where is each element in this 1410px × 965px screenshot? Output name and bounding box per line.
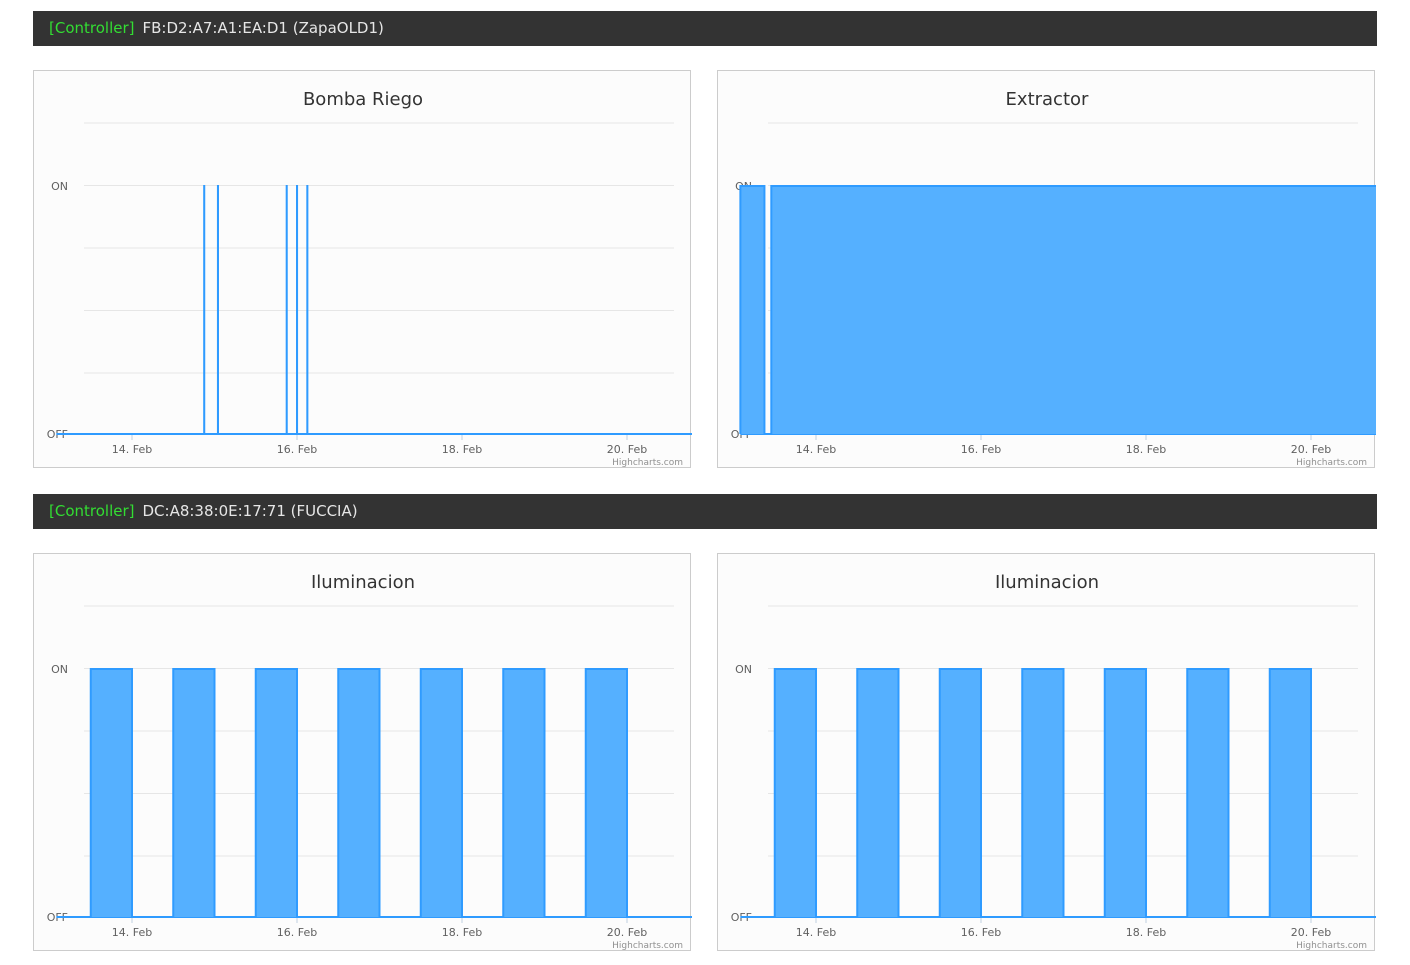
x-tick-label: 18. Feb (1126, 926, 1166, 939)
on-interval (255, 669, 297, 917)
chart-title: Extractor (1006, 89, 1089, 110)
on-interval-outline (172, 668, 216, 917)
on-interval (173, 669, 215, 917)
on-interval-outline (938, 668, 982, 917)
chart-title: Iluminacion (995, 572, 1099, 593)
on-interval-outline (584, 668, 628, 917)
on-interval-outline (254, 668, 298, 917)
on-interval (740, 186, 765, 434)
x-tick-label: 18. Feb (442, 443, 482, 456)
on-interval (774, 669, 816, 917)
on-interval (503, 669, 545, 917)
y-tick-label: ON (735, 663, 752, 676)
on-interval-outline (419, 668, 463, 917)
chart-title: Bomba Riego (303, 89, 423, 110)
x-tick-label: 14. Feb (796, 926, 836, 939)
on-interval-outline (1103, 668, 1147, 917)
x-tick-label: 14. Feb (112, 443, 152, 456)
on-interval (771, 186, 1376, 434)
on-interval (1104, 669, 1146, 917)
x-tick-label: 14. Feb (796, 443, 836, 456)
y-tick-label: ON (51, 663, 68, 676)
x-tick-label: 20. Feb (1291, 443, 1331, 456)
on-interval (90, 669, 132, 917)
on-interval (338, 669, 380, 917)
controller-name: DC:A8:38:0E:17:71 (FUCCIA) (142, 502, 358, 520)
controller-header-1: [Controller] FB:D2:A7:A1:EA:D1 (ZapaOLD1) (33, 11, 1377, 46)
x-tick-label: 20. Feb (1291, 926, 1331, 939)
x-tick-label: 18. Feb (1126, 443, 1166, 456)
on-interval (1269, 669, 1311, 917)
x-tick-label: 16. Feb (961, 443, 1001, 456)
x-tick-label: 20. Feb (607, 443, 647, 456)
on-interval-outline (89, 668, 133, 917)
x-tick-label: 20. Feb (607, 926, 647, 939)
on-interval (939, 669, 981, 917)
controller-tag: [Controller] (49, 19, 135, 37)
credits-label: Highcharts.com (612, 941, 683, 951)
on-interval (1187, 669, 1229, 917)
on-interval (585, 669, 627, 917)
on-interval-outline (770, 185, 1376, 434)
y-tick-label: ON (51, 180, 68, 193)
on-interval-outline (502, 668, 546, 917)
credits-label: Highcharts.com (1296, 941, 1367, 951)
chart-title: Iluminacion (311, 572, 415, 593)
chart-iluminacion-2: Iluminacion ON OFF 14. Feb 16. Feb 18. Feb 20.… (717, 553, 1376, 951)
x-tick-label: 14. Feb (112, 926, 152, 939)
chart-bomba-riego: Bomba Riego ON OFF 14. Feb 16. Feb 18. Feb 20.… (33, 70, 692, 468)
on-interval-outline (1268, 668, 1312, 917)
on-interval-outline (337, 668, 381, 917)
credits-label: Highcharts.com (612, 458, 683, 468)
on-interval-outline (739, 185, 766, 434)
controller-tag: [Controller] (49, 502, 135, 520)
on-interval (1022, 669, 1064, 917)
x-tick-label: 16. Feb (961, 926, 1001, 939)
on-interval-outline (1021, 668, 1065, 917)
on-interval (857, 669, 899, 917)
on-interval-outline (1186, 668, 1230, 917)
controller-name: FB:D2:A7:A1:EA:D1 (ZapaOLD1) (142, 19, 384, 37)
chart-iluminacion-1: Iluminacion ON OFF 14. Feb 16. Feb 18. Feb 20.… (33, 553, 692, 951)
on-interval (420, 669, 462, 917)
x-tick-label: 18. Feb (442, 926, 482, 939)
x-tick-label: 16. Feb (277, 443, 317, 456)
controller-header-2: [Controller] DC:A8:38:0E:17:71 (FUCCIA) (33, 494, 1377, 529)
on-interval-outline (773, 668, 817, 917)
x-tick-label: 16. Feb (277, 926, 317, 939)
on-interval-outline (856, 668, 900, 917)
credits-label: Highcharts.com (1296, 458, 1367, 468)
